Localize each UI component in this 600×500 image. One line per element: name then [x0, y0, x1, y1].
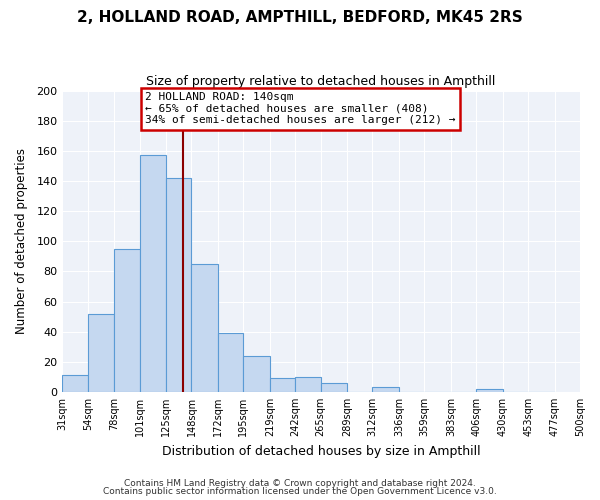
Bar: [244, 356, 270, 392]
Y-axis label: Number of detached properties: Number of detached properties: [15, 148, 28, 334]
Bar: [320, 383, 347, 392]
Bar: [191, 264, 218, 392]
Text: Contains HM Land Registry data © Crown copyright and database right 2024.: Contains HM Land Registry data © Crown c…: [124, 478, 476, 488]
Title: Size of property relative to detached houses in Ampthill: Size of property relative to detached ho…: [146, 75, 496, 88]
Bar: [140, 156, 166, 392]
Bar: [88, 314, 114, 392]
Bar: [114, 249, 140, 392]
Text: Contains public sector information licensed under the Open Government Licence v3: Contains public sector information licen…: [103, 487, 497, 496]
Text: 2, HOLLAND ROAD, AMPTHILL, BEDFORD, MK45 2RS: 2, HOLLAND ROAD, AMPTHILL, BEDFORD, MK45…: [77, 10, 523, 25]
Bar: [166, 178, 191, 392]
X-axis label: Distribution of detached houses by size in Ampthill: Distribution of detached houses by size …: [162, 444, 481, 458]
Bar: [218, 333, 244, 392]
Bar: [373, 388, 399, 392]
Text: 2 HOLLAND ROAD: 140sqm
← 65% of detached houses are smaller (408)
34% of semi-de: 2 HOLLAND ROAD: 140sqm ← 65% of detached…: [145, 92, 455, 126]
Bar: [62, 376, 88, 392]
Bar: [476, 389, 503, 392]
Bar: [295, 377, 320, 392]
Bar: [270, 378, 295, 392]
